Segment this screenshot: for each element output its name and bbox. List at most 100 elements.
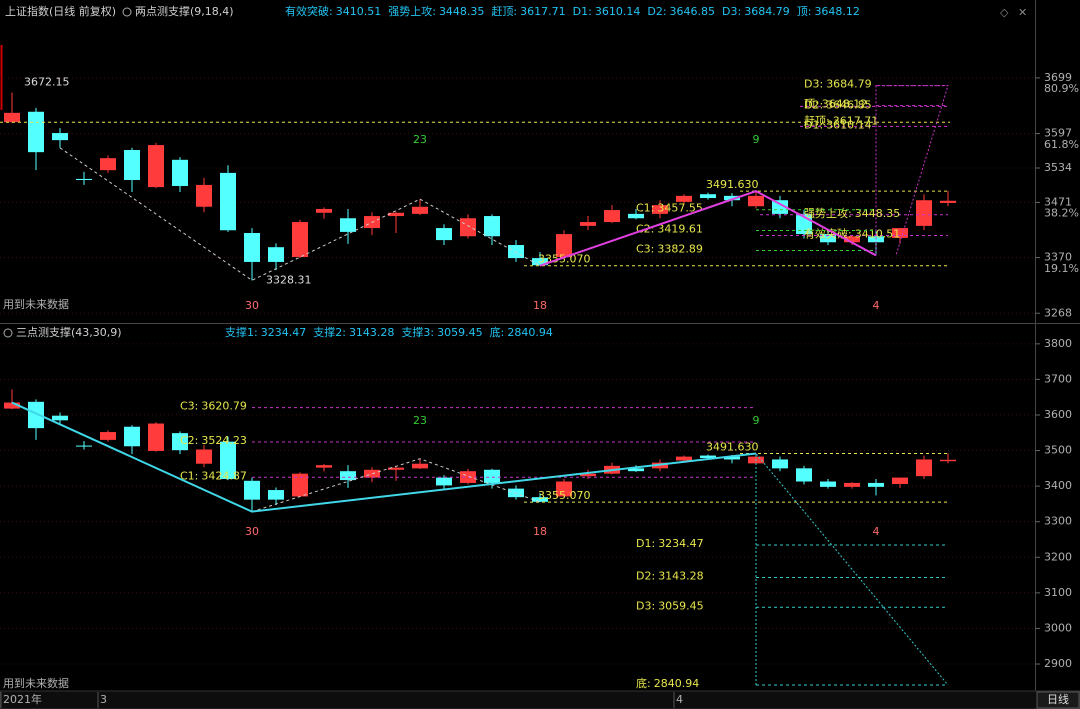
level-label: 顶: 3648.12 (804, 98, 867, 111)
candle-body (580, 222, 596, 226)
period-button[interactable] (1036, 691, 1080, 709)
y-tick-label: 2900 (1044, 657, 1072, 670)
level-name: C1: (636, 202, 654, 215)
y-tick-label: 3471 (1044, 195, 1072, 208)
y-tick-label: 3100 (1044, 586, 1072, 599)
readout-label: 支撑3: (401, 325, 434, 339)
level-value: 3457.55 (657, 202, 703, 215)
readout-value: 3684.79 (744, 5, 790, 18)
y-tick-label: 3800 (1044, 337, 1072, 350)
projection-line (755, 452, 949, 686)
level-value: 3234.47 (658, 537, 704, 550)
level-value: 3610.14 (826, 118, 872, 131)
pivot-label: 3491.630 (706, 178, 759, 191)
candle-body (268, 247, 284, 262)
settings-icon[interactable]: ◇ (1000, 6, 1009, 19)
candle-body (436, 228, 452, 241)
level-name: 赶顶: (804, 113, 830, 127)
readout-value: 3059.45 (437, 326, 483, 339)
candle-body (532, 258, 548, 266)
candle-body (412, 206, 428, 214)
candle-body (124, 426, 140, 447)
candle-body (220, 172, 236, 231)
pct-tick-label: 19.1% (1044, 262, 1079, 275)
candle-body (916, 459, 932, 477)
level-value: 3382.89 (657, 243, 703, 256)
indicator-name: 两点测支撑(9,18,4) (135, 4, 234, 18)
level-value: 3424.87 (201, 469, 247, 482)
candle-body (796, 468, 812, 482)
y-tick-label: 3597 (1044, 127, 1072, 140)
level-label: D1: 3610.14 (804, 118, 872, 131)
candle-body (676, 456, 692, 461)
future-data-note: 用到未来数据 (3, 297, 69, 311)
candle-body (28, 401, 44, 429)
candle-body (76, 178, 92, 181)
candle-body (76, 445, 92, 447)
candle-body (484, 469, 500, 483)
y-tick-label: 3534 (1044, 161, 1072, 174)
level-name: C1: (180, 469, 198, 482)
level-value: 3648.12 (822, 98, 868, 111)
candle-body (364, 469, 380, 478)
y-tick-label: 3600 (1044, 408, 1072, 421)
level-name: 顶: (804, 98, 819, 111)
level-label: C3: 3620.79 (180, 400, 247, 413)
candle-body (4, 402, 20, 409)
level-label: C1: 3457.55 (636, 202, 703, 215)
level-label: 底: 2840.94 (636, 676, 699, 690)
readout-value: 3646.85 (670, 5, 716, 18)
candle-body (868, 482, 884, 487)
pattern-line (539, 190, 877, 267)
level-value: 3410.51 (855, 227, 901, 240)
cycle-count: 9 (753, 414, 760, 427)
level-value: 3448.35 (855, 207, 901, 220)
readout-label: 赶顶: (491, 4, 517, 18)
candle-body (724, 456, 740, 460)
y-tick-label: 3200 (1044, 550, 1072, 563)
cycle-count: 4 (873, 299, 880, 312)
readout-value: 3617.71 (520, 5, 566, 18)
candle-body (700, 455, 716, 459)
candle-body (100, 158, 116, 171)
level-name: 强势上攻: (804, 206, 852, 220)
y-tick-label: 3300 (1044, 515, 1072, 528)
readout-value: 3610.14 (595, 5, 641, 18)
candle-body (292, 222, 308, 258)
candle-body (580, 473, 596, 477)
candle-body (196, 449, 212, 464)
candle-body (340, 471, 356, 481)
level-label: D3: 3684.79 (804, 78, 872, 91)
level-name: D3: (636, 599, 655, 612)
close-icon[interactable]: ✕ (1018, 6, 1027, 19)
candle-body (700, 194, 716, 199)
cycle-count: 4 (873, 525, 880, 538)
readout-value: 3448.35 (439, 5, 485, 18)
level-name: D2: (804, 98, 823, 111)
level-label: C3: 3382.89 (636, 243, 703, 256)
pct-tick-label: 61.8% (1044, 138, 1079, 151)
candle-body (676, 195, 692, 202)
readout-value: 3234.47 (261, 326, 307, 339)
candle-body (412, 463, 428, 469)
candle-body (556, 481, 572, 497)
readout-label: D3: (722, 5, 741, 18)
cycle-count: 9 (753, 133, 760, 146)
candle-body (508, 245, 524, 259)
period-label[interactable]: 日线 (1047, 692, 1069, 706)
readout-label: 强势上攻: (388, 4, 436, 18)
candle-body (340, 218, 356, 232)
readouts: 支撑1: 3234.47 支撑2: 3143.28 支撑3: 3059.45 底: 2840.… (225, 325, 553, 339)
level-value: 3620.79 (201, 400, 247, 413)
candle-body (460, 218, 476, 237)
indicator-icon (122, 7, 132, 17)
candle-body (316, 465, 332, 468)
y-tick-label: 3400 (1044, 479, 1072, 492)
y-tick-label: 3500 (1044, 444, 1072, 457)
candle-body (52, 415, 68, 421)
readout-label: D1: (573, 5, 592, 18)
x-tick-label: 2021年 (3, 692, 42, 706)
